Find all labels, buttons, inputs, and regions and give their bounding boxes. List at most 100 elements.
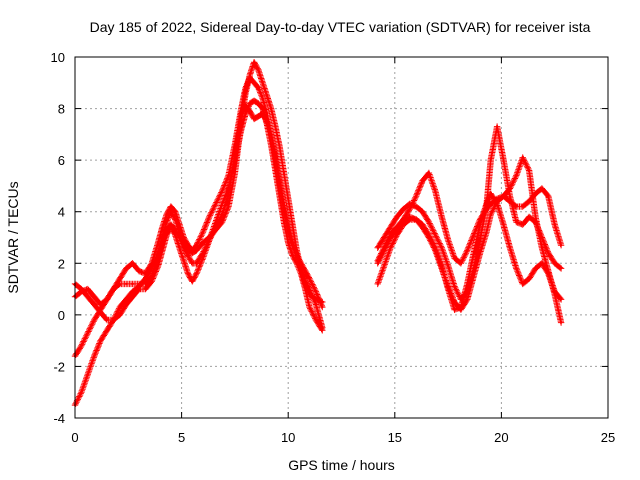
- data-point: [434, 249, 437, 252]
- data-point: [376, 246, 379, 249]
- data-point: [118, 282, 122, 286]
- data-point: [440, 215, 443, 219]
- data-point: [125, 303, 128, 306]
- data-point: [105, 329, 109, 332]
- data-point: [165, 213, 168, 216]
- data-point: [389, 226, 392, 229]
- data-point: [521, 156, 524, 159]
- data-point: [174, 228, 177, 231]
- data-point: [169, 223, 173, 226]
- data-point: [547, 269, 550, 273]
- data-point: [515, 220, 518, 224]
- data-point: [257, 86, 260, 90]
- data-point: [553, 293, 556, 296]
- data-point: [421, 179, 424, 182]
- data-point: [427, 171, 431, 175]
- data-point: [240, 128, 243, 131]
- data-point: [182, 259, 185, 262]
- data-point: [508, 187, 512, 190]
- data-point: [220, 202, 224, 206]
- data-point: [453, 300, 456, 304]
- data-point: [248, 76, 251, 79]
- data-point: [502, 195, 505, 198]
- data-point: [553, 223, 556, 226]
- data-point: [440, 267, 443, 270]
- plot-frame: [74, 56, 609, 419]
- data-point: [201, 251, 205, 255]
- data-point: [169, 205, 173, 208]
- series-markers: [71, 74, 326, 360]
- data-point: [440, 246, 443, 249]
- data-point: [131, 282, 134, 286]
- data-point: [478, 251, 482, 255]
- data-point: [265, 94, 269, 97]
- data-point: [527, 277, 531, 280]
- data-point: [446, 285, 450, 288]
- data-point: [99, 303, 102, 306]
- data-point: [86, 331, 90, 335]
- data-point: [208, 215, 211, 219]
- series-track-8: [374, 154, 565, 326]
- series-markers: [374, 123, 565, 303]
- data-point: [131, 262, 134, 265]
- x-tick-label: 25: [601, 430, 615, 445]
- data-point: [547, 251, 550, 255]
- data-point: [278, 146, 281, 149]
- data-point: [453, 285, 456, 288]
- data-point: [86, 373, 90, 376]
- data-point: [214, 202, 217, 206]
- data-point: [459, 298, 463, 301]
- data-point: [314, 318, 318, 322]
- data-point: [269, 107, 273, 110]
- data-point: [191, 262, 194, 265]
- data-point: [389, 236, 392, 239]
- data-point: [527, 215, 531, 219]
- data-point: [521, 282, 524, 286]
- data-point: [144, 272, 147, 275]
- data-point: [257, 115, 260, 118]
- data-point: [118, 277, 122, 280]
- data-point: [137, 282, 141, 286]
- data-point: [402, 207, 405, 211]
- data-point: [459, 308, 463, 311]
- data-point: [227, 187, 230, 190]
- data-point: [93, 354, 96, 358]
- y-tick-label: 4: [58, 205, 65, 220]
- series-track-7: [374, 123, 565, 303]
- data-point: [559, 244, 563, 247]
- data-point: [485, 205, 488, 208]
- data-point: [559, 298, 563, 301]
- data-point: [434, 233, 437, 237]
- data-point: [186, 272, 190, 275]
- data-point: [261, 107, 264, 110]
- data-point: [125, 267, 128, 270]
- data-point: [395, 215, 399, 219]
- data-point: [214, 220, 217, 224]
- data-point: [178, 246, 181, 249]
- data-point: [252, 81, 256, 85]
- data-point: [485, 231, 488, 234]
- y-axis-title: SDTVAR / TECUs: [5, 181, 21, 293]
- data-point: [201, 231, 205, 234]
- data-point: [321, 305, 324, 309]
- data-point: [86, 287, 90, 291]
- data-point: [414, 205, 418, 208]
- data-point: [453, 256, 456, 260]
- data-point: [274, 125, 277, 128]
- data-point: [233, 158, 237, 162]
- data-point: [252, 117, 256, 121]
- y-tick-label: 2: [58, 256, 65, 271]
- data-point: [261, 81, 264, 85]
- data-point: [295, 254, 298, 257]
- data-point: [547, 195, 550, 198]
- data-point: [382, 264, 386, 268]
- data-point: [161, 226, 164, 229]
- data-point: [299, 262, 303, 265]
- data-point: [314, 290, 318, 293]
- data-point: [376, 262, 379, 265]
- data-point: [131, 295, 134, 298]
- data-point: [508, 195, 512, 198]
- data-point: [150, 262, 153, 265]
- data-point: [125, 282, 128, 286]
- data-point: [244, 112, 247, 115]
